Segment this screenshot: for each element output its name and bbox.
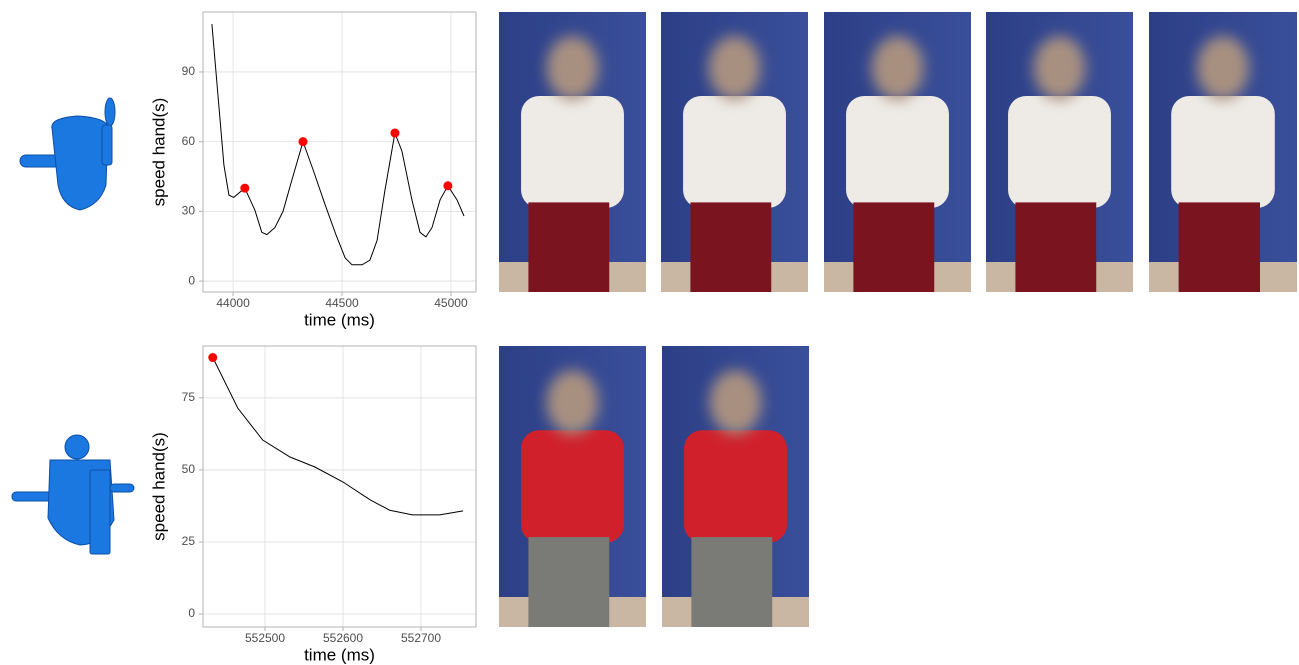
torso (1171, 96, 1275, 208)
legs (1015, 202, 1096, 292)
x-tick-label: 552600 (323, 631, 363, 645)
blurred-face (547, 370, 599, 434)
page: 0 30 60 90 44000 44500 45000 time (ms) speed han… (0, 0, 1299, 665)
legs (1179, 202, 1260, 292)
torso (846, 96, 949, 208)
video-frame (499, 12, 646, 292)
video-frame (824, 12, 971, 292)
legs (691, 537, 772, 627)
x-axis-title: time (ms) (304, 310, 375, 329)
torso (521, 430, 624, 542)
blurred-face (547, 36, 599, 100)
legs (528, 537, 609, 627)
peak-marker (240, 184, 249, 193)
plot-panel (203, 346, 476, 627)
y-tick-label: 60 (182, 134, 196, 148)
y-tick-label: 0 (188, 273, 195, 287)
figure: 0 30 60 90 44000 44500 45000 time (ms) speed han… (0, 0, 1299, 665)
y-tick-label: 75 (182, 390, 196, 404)
video-frame (661, 12, 808, 292)
video-frame (499, 346, 646, 627)
blurred-face (710, 370, 762, 434)
y-tick-label: 30 (182, 204, 196, 218)
legs (690, 202, 771, 292)
video-frames (499, 12, 1297, 627)
x-tick-label: 552500 (245, 631, 285, 645)
y-tick-label: 0 (188, 606, 195, 620)
video-frame (1149, 12, 1297, 292)
torso (683, 96, 786, 208)
video-frame (986, 12, 1133, 292)
y-tick-label: 50 (182, 462, 196, 476)
torso (1008, 96, 1111, 208)
avatar-icon (12, 98, 134, 554)
video-frame (662, 346, 809, 627)
blurred-face (1197, 36, 1249, 100)
x-axis-title: time (ms) (304, 645, 375, 664)
x-tick-label: 45000 (434, 296, 468, 310)
torso (684, 430, 787, 542)
peak-marker (299, 137, 308, 146)
y-tick-label: 90 (182, 64, 196, 78)
x-tick-label: 44500 (325, 296, 359, 310)
peak-marker (390, 129, 399, 138)
x-tick-label: 552700 (401, 631, 441, 645)
plot-panel (203, 12, 476, 292)
peak-marker (443, 181, 452, 190)
legs (853, 202, 934, 292)
y-tick-label: 25 (182, 534, 196, 548)
y-axis-title: speed hand(s) (149, 432, 168, 541)
peak-marker (208, 353, 217, 362)
torso (521, 96, 624, 208)
blurred-face (709, 36, 761, 100)
y-axis-title: speed hand(s) (149, 98, 168, 207)
blurred-face (872, 36, 924, 100)
legs (528, 202, 609, 292)
blurred-face (1034, 36, 1086, 100)
x-tick-label: 44000 (216, 296, 250, 310)
